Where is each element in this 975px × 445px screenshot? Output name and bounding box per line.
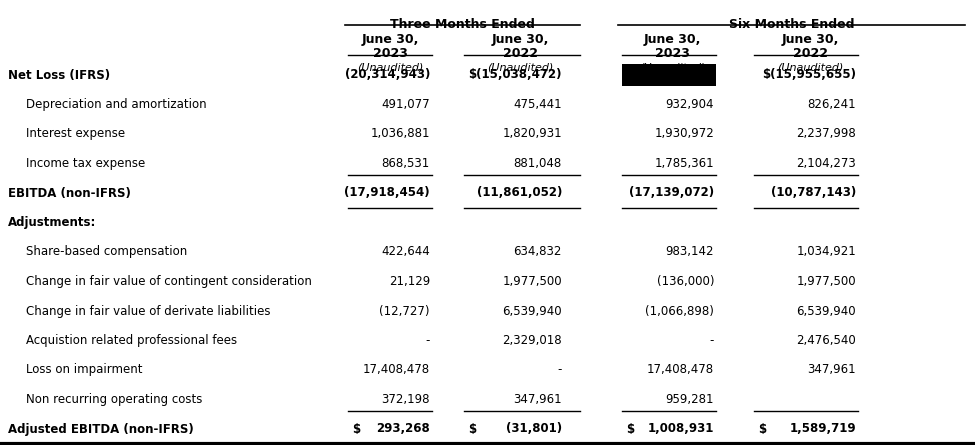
Text: $: $: [352, 422, 360, 436]
Text: (Unaudited): (Unaudited): [487, 62, 553, 72]
Text: 491,077: 491,077: [381, 98, 430, 111]
Text: 2,476,540: 2,476,540: [797, 334, 856, 347]
Text: Net Loss (IFRS): Net Loss (IFRS): [8, 69, 110, 81]
Text: Adjusted EBITDA (non-IFRS): Adjusted EBITDA (non-IFRS): [8, 422, 194, 436]
Text: June 30,: June 30,: [491, 33, 549, 46]
Text: 17,408,478: 17,408,478: [646, 364, 714, 376]
Text: 2023: 2023: [372, 47, 408, 60]
Text: 2022: 2022: [793, 47, 828, 60]
Text: (12,727): (12,727): [379, 304, 430, 317]
Text: 634,832: 634,832: [514, 246, 562, 259]
Text: (10,787,143): (10,787,143): [771, 186, 856, 199]
Text: (Unaudited): (Unaudited): [639, 62, 705, 72]
Text: 1,785,361: 1,785,361: [654, 157, 714, 170]
Text: June 30,: June 30,: [362, 33, 418, 46]
Text: $: $: [626, 422, 634, 436]
Text: Depreciation and amortization: Depreciation and amortization: [26, 98, 207, 111]
Text: 2,104,273: 2,104,273: [797, 157, 856, 170]
Text: -: -: [710, 334, 714, 347]
Text: 293,268: 293,268: [376, 422, 430, 436]
Text: Six Months Ended: Six Months Ended: [728, 18, 854, 31]
Text: 1,589,719: 1,589,719: [790, 422, 856, 436]
Text: 2023: 2023: [654, 47, 689, 60]
Text: 826,241: 826,241: [807, 98, 856, 111]
Text: 1,008,931: 1,008,931: [647, 422, 714, 436]
Text: -: -: [426, 334, 430, 347]
Text: $(15,955,655): $(15,955,655): [762, 69, 856, 81]
Text: 1,820,931: 1,820,931: [502, 128, 562, 141]
Text: 347,961: 347,961: [807, 364, 856, 376]
Text: EBITDA (non-IFRS): EBITDA (non-IFRS): [8, 186, 131, 199]
Text: 932,904: 932,904: [666, 98, 714, 111]
Text: $: $: [468, 422, 476, 436]
Text: Income tax expense: Income tax expense: [26, 157, 145, 170]
Text: 2,237,998: 2,237,998: [797, 128, 856, 141]
Bar: [622, 65, 716, 85]
Text: (20,314,943): (20,314,943): [344, 69, 430, 81]
Text: 2022: 2022: [502, 47, 537, 60]
Text: (17,918,454): (17,918,454): [344, 186, 430, 199]
Text: $: $: [758, 422, 766, 436]
Text: 347,961: 347,961: [514, 393, 562, 406]
Text: 881,048: 881,048: [514, 157, 562, 170]
Text: June 30,: June 30,: [781, 33, 838, 46]
Text: Acquistion related professional fees: Acquistion related professional fees: [26, 334, 237, 347]
Text: Non recurring operating costs: Non recurring operating costs: [26, 393, 203, 406]
Text: Adjustments:: Adjustments:: [8, 216, 97, 229]
Text: 1,977,500: 1,977,500: [797, 275, 856, 288]
Text: 1,977,500: 1,977,500: [502, 275, 562, 288]
Text: Share-based compensation: Share-based compensation: [26, 246, 187, 259]
Text: (1,066,898): (1,066,898): [645, 304, 714, 317]
Text: 372,198: 372,198: [381, 393, 430, 406]
Text: Loss on impairment: Loss on impairment: [26, 364, 142, 376]
Text: (17,139,072): (17,139,072): [629, 186, 714, 199]
Text: Interest expense: Interest expense: [26, 128, 125, 141]
Text: 422,644: 422,644: [381, 246, 430, 259]
Text: 983,142: 983,142: [666, 246, 714, 259]
Text: Change in fair value of contingent consideration: Change in fair value of contingent consi…: [26, 275, 312, 288]
Text: (31,801): (31,801): [506, 422, 562, 436]
Text: 6,539,940: 6,539,940: [797, 304, 856, 317]
Text: 868,531: 868,531: [382, 157, 430, 170]
Text: June 30,: June 30,: [644, 33, 701, 46]
Text: 1,036,881: 1,036,881: [370, 128, 430, 141]
Text: (Unaudited): (Unaudited): [357, 62, 423, 72]
Text: Change in fair value of derivate liabilities: Change in fair value of derivate liabili…: [26, 304, 270, 317]
Text: (Unaudited): (Unaudited): [777, 62, 843, 72]
Text: 21,129: 21,129: [389, 275, 430, 288]
Text: -: -: [558, 364, 562, 376]
Text: 6,539,940: 6,539,940: [502, 304, 562, 317]
Text: (136,000): (136,000): [656, 275, 714, 288]
Text: 1,034,921: 1,034,921: [797, 246, 856, 259]
Text: 1,930,972: 1,930,972: [654, 128, 714, 141]
Text: 17,408,478: 17,408,478: [363, 364, 430, 376]
Text: 475,441: 475,441: [514, 98, 562, 111]
Text: 2,329,018: 2,329,018: [502, 334, 562, 347]
Text: (11,861,052): (11,861,052): [477, 186, 562, 199]
Text: 959,281: 959,281: [666, 393, 714, 406]
Text: $(15,038,472): $(15,038,472): [469, 69, 562, 81]
Text: Three Months Ended: Three Months Ended: [390, 18, 535, 31]
